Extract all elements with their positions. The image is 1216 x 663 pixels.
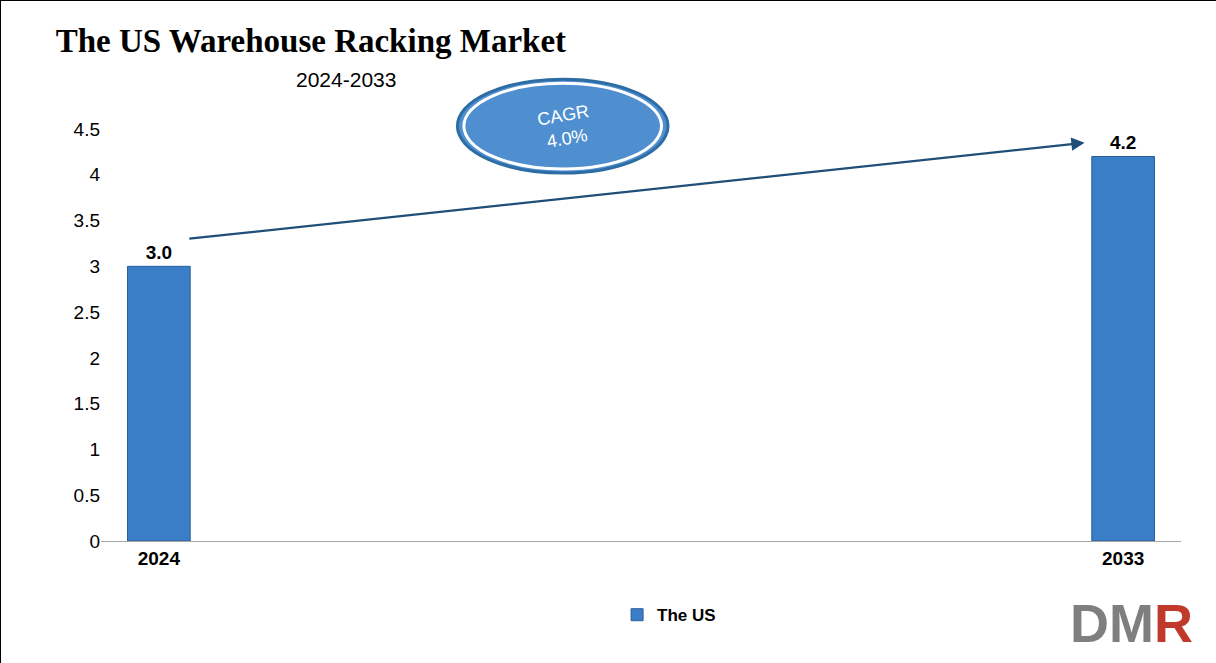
svg-text:4.5: 4.5 <box>74 119 100 140</box>
svg-text:CAGR4.0%: CAGR4.0% <box>536 101 595 153</box>
svg-text:0.5: 0.5 <box>74 485 100 506</box>
svg-text:The US Warehouse Racking Marke: The US Warehouse Racking Market <box>56 23 566 59</box>
svg-text:2.5: 2.5 <box>74 302 100 323</box>
svg-text:3.5: 3.5 <box>74 210 100 231</box>
svg-text:2: 2 <box>89 348 100 369</box>
svg-text:The US: The US <box>657 606 716 625</box>
svg-text:3: 3 <box>89 256 100 277</box>
svg-text:DMR: DMR <box>1070 593 1193 653</box>
svg-text:4.2: 4.2 <box>1110 132 1136 153</box>
svg-text:4: 4 <box>89 164 100 185</box>
svg-text:1.5: 1.5 <box>74 393 100 414</box>
svg-text:2024: 2024 <box>138 548 181 569</box>
svg-text:2033: 2033 <box>1102 548 1144 569</box>
svg-text:0: 0 <box>89 531 100 552</box>
svg-text:1: 1 <box>89 439 100 460</box>
svg-text:3.0: 3.0 <box>146 242 172 263</box>
svg-text:2024-2033: 2024-2033 <box>296 68 396 91</box>
